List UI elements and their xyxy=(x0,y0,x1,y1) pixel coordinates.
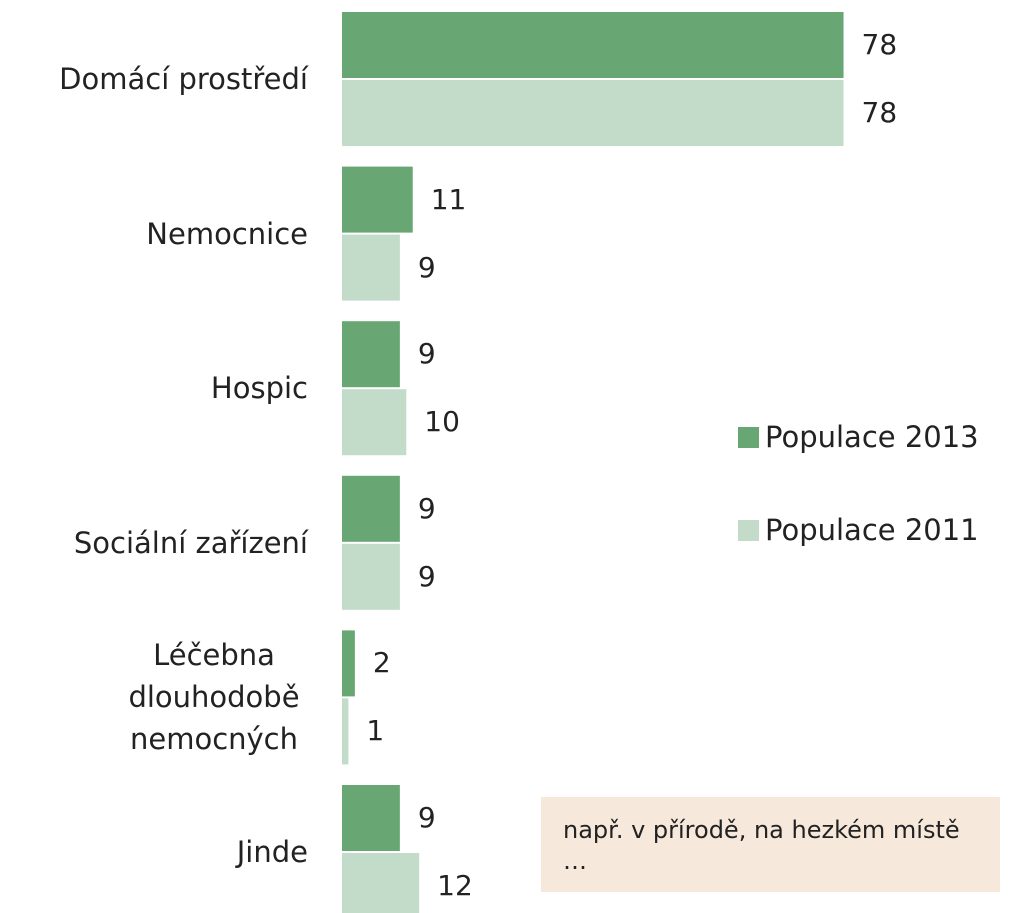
bar xyxy=(342,80,844,146)
legend-item: Populace 2013 xyxy=(738,419,979,455)
bar xyxy=(342,630,355,697)
value-label: 1 xyxy=(366,714,385,748)
category-label: Léčebna dlouhodobě nemocných xyxy=(128,638,300,757)
category-label: Sociální zařízení xyxy=(73,525,308,560)
value-label: 78 xyxy=(861,28,898,61)
legend-swatch xyxy=(738,426,759,448)
bar xyxy=(342,166,413,233)
bar xyxy=(342,321,400,388)
value-label: 11 xyxy=(430,182,467,216)
bar xyxy=(342,698,349,765)
legend-swatch xyxy=(738,519,759,541)
category-label: Nemocnice xyxy=(146,216,308,251)
bar xyxy=(342,475,400,542)
bar xyxy=(342,785,400,851)
value-label: 10 xyxy=(424,405,460,439)
annotation: např. v přírodě, na hezkém místě … xyxy=(541,797,1000,892)
bar xyxy=(342,234,400,301)
value-label: 9 xyxy=(417,337,436,371)
bar xyxy=(342,543,400,610)
category-label: Domácí prostředí xyxy=(59,62,308,96)
value-label: 9 xyxy=(417,559,436,593)
value-label: 9 xyxy=(417,491,436,525)
value-label: 78 xyxy=(861,96,898,129)
value-label: 9 xyxy=(417,801,436,834)
bar xyxy=(342,12,844,78)
legend-label: Populace 2013 xyxy=(765,420,979,454)
value-label: 12 xyxy=(437,869,473,902)
category-label: Hospic xyxy=(210,371,308,406)
value-label: 9 xyxy=(417,250,436,284)
legend-label: Populace 2011 xyxy=(765,513,979,547)
bar xyxy=(342,853,420,913)
bar xyxy=(342,389,407,456)
legend-item: Populace 2011 xyxy=(738,512,979,548)
value-label: 2 xyxy=(372,646,391,680)
category-label: Jinde xyxy=(236,835,308,869)
